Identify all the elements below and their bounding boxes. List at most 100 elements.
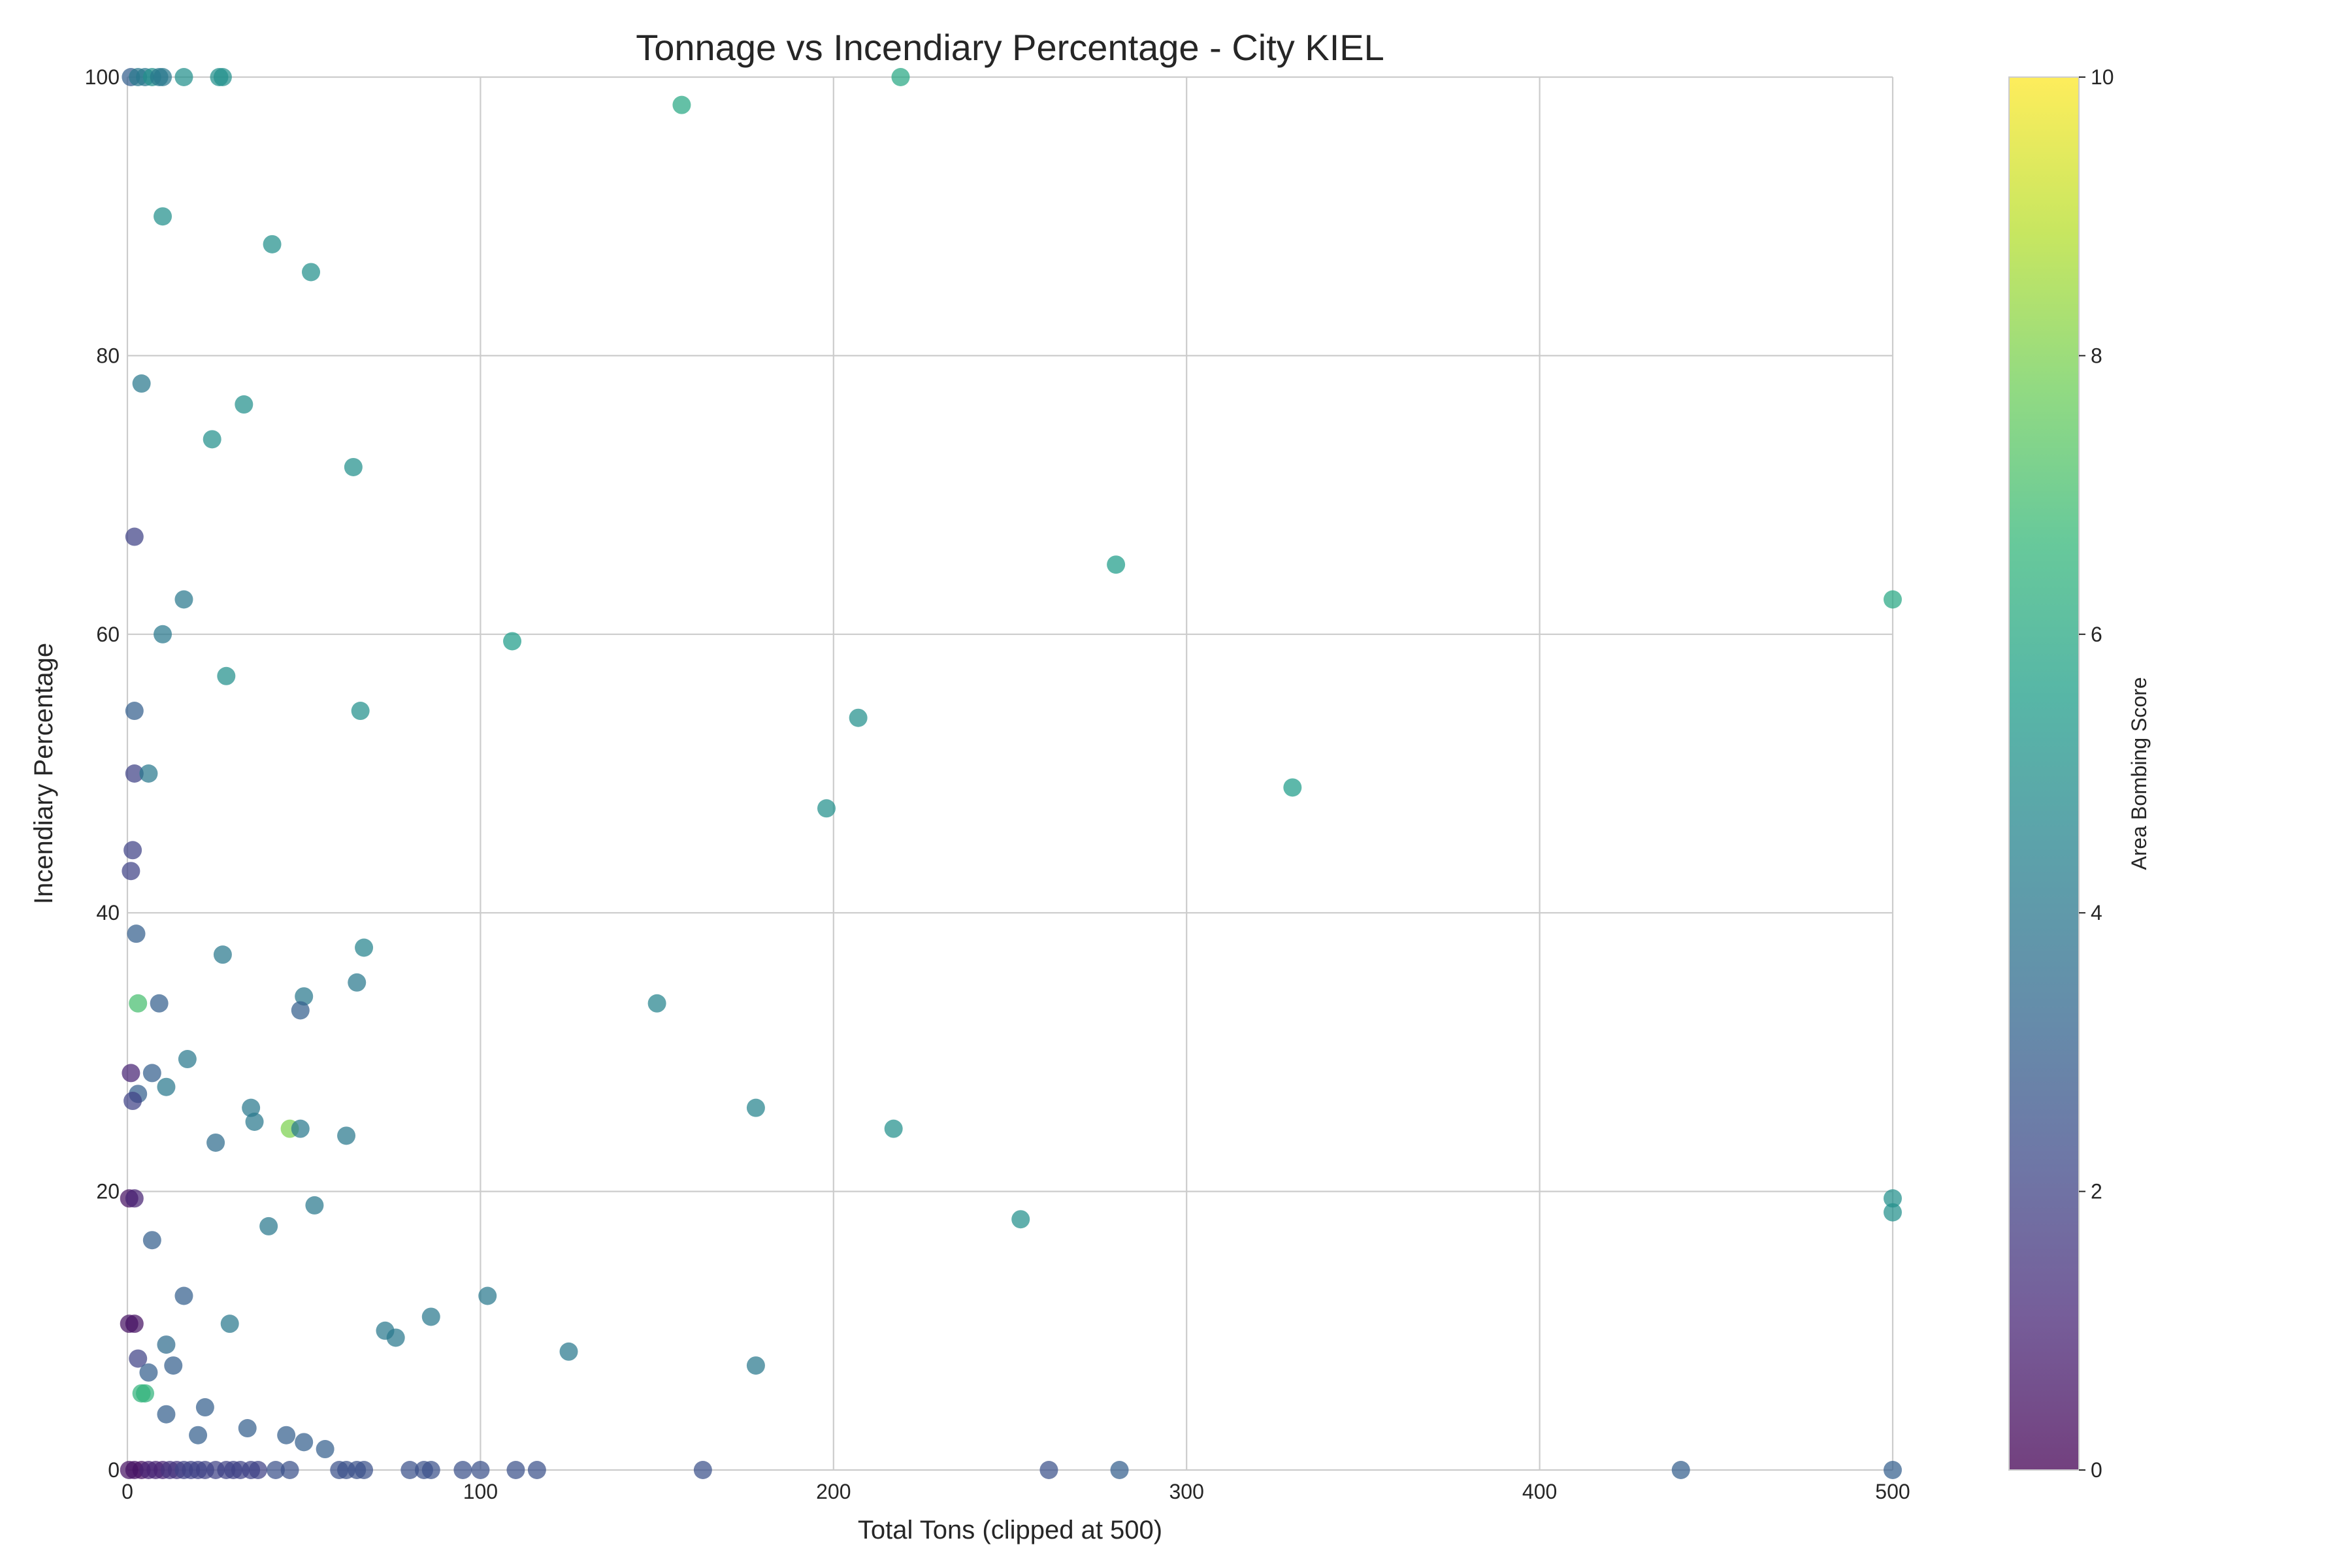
colorbar-scale [2008,76,2080,1471]
plot-area: 0 100 200 300 400 500 0 20 40 60 80 100 [85,65,1910,1503]
data-point [235,395,253,414]
data-point [139,1363,158,1382]
data-point [142,1064,161,1083]
data-point [891,68,910,86]
data-point [150,994,169,1013]
data-point [136,1384,155,1403]
colorbar-tick-label: 0 [2091,1458,2102,1482]
data-point [1884,1189,1902,1208]
data-point [506,1461,525,1479]
y-axis-label: Incendiary Percentage [29,643,58,904]
data-point [1107,555,1126,574]
data-point [693,1461,712,1479]
data-point [189,1426,208,1445]
data-point [242,1098,261,1117]
y-tick-label: 100 [85,65,120,89]
data-point [337,1126,356,1145]
data-point [174,68,193,86]
x-tick-label: 200 [816,1480,851,1503]
data-point [471,1461,490,1479]
data-point [125,1315,144,1333]
data-point [129,1349,148,1368]
data-point [305,1196,324,1215]
data-point [157,1077,176,1096]
data-point [351,702,370,721]
colorbar-label: Area Bombing Score [2127,677,2151,870]
data-point [245,1113,264,1131]
data-point [206,1133,225,1152]
y-tick-label: 40 [96,901,120,924]
data-point [123,1092,142,1111]
data-point [344,457,363,476]
data-point [421,1307,440,1326]
x-axis-label: Total Tons (clipped at 500) [858,1516,1162,1544]
data-point [220,1315,239,1333]
colorbar-tick-label: 10 [2091,65,2114,89]
y-tick-label: 20 [96,1180,120,1203]
data-point [421,1461,440,1479]
y-tick-label: 80 [96,344,120,367]
chart-title: Tonnage vs Incendiary Percentage - City … [636,27,1384,68]
x-tick-label: 300 [1169,1480,1204,1503]
data-point [291,1001,310,1020]
data-point [647,994,666,1013]
colorbar-tick-label: 6 [2091,623,2102,646]
x-tick-label: 500 [1875,1480,1910,1503]
x-tick-labels: 0 100 200 300 400 500 [122,1480,1910,1503]
data-point [478,1286,497,1305]
data-point [178,1050,197,1069]
x-tick-label: 0 [122,1480,133,1503]
data-point [280,1461,299,1479]
data-point [1011,1210,1030,1229]
x-tick-label: 400 [1522,1480,1557,1503]
data-point [154,68,172,86]
plot-background [127,77,1893,1470]
data-point [259,1217,278,1235]
data-point [122,1064,140,1083]
data-point [125,764,144,783]
data-point [348,973,367,992]
data-point [217,666,236,685]
data-point [1884,1461,1902,1479]
data-point [291,1119,310,1138]
data-point [295,1433,314,1452]
grid-lines [126,76,1894,1471]
colorbar-ticks: 0 2 4 6 8 10 [2079,65,2114,1482]
data-point [266,1461,285,1479]
data-point [174,1286,193,1305]
data-point [1671,1461,1690,1479]
data-point [559,1342,578,1361]
data-points [120,68,1902,1479]
data-point [125,1189,144,1208]
data-point [154,625,172,644]
data-point [527,1461,546,1479]
data-point [125,527,144,546]
data-point [316,1440,335,1459]
colorbar-tick-label: 4 [2091,901,2102,924]
data-point [127,924,146,943]
data-point [263,235,282,253]
data-point [122,862,140,881]
data-point [884,1119,903,1138]
data-point [139,764,158,783]
data-point [157,1405,176,1424]
data-point [503,632,522,651]
data-point [213,68,232,86]
data-point [123,841,142,860]
data-point [1283,778,1302,797]
y-tick-labels: 0 20 40 60 80 100 [85,65,120,1482]
data-point [817,799,836,818]
data-point [1110,1461,1129,1479]
data-point [164,1356,183,1375]
data-point [746,1098,765,1117]
y-tick-label: 60 [96,623,120,646]
data-point [1884,590,1902,609]
data-point [746,1356,765,1375]
data-point [386,1328,405,1347]
data-point [400,1461,419,1479]
data-point [355,1461,374,1479]
data-point [238,1419,257,1438]
colorbar-tick-label: 2 [2091,1180,2102,1203]
data-point [453,1461,472,1479]
